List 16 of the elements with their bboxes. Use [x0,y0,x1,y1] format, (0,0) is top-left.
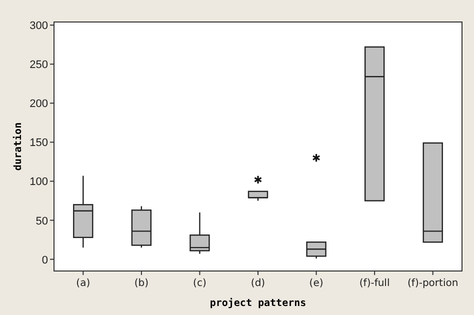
x-axis-title: project patterns [210,297,306,309]
x-tick-label: (d) [250,278,266,289]
y-tick-label: 150 [30,137,48,150]
x-tick-label: (f)-portion [408,278,458,289]
y-tick-label: 100 [30,176,48,188]
x-tick-label: (a) [76,278,90,289]
x-tick-label: (f)-full [359,278,390,289]
y-tick-label: 200 [30,98,48,110]
x-tick-label: (e) [309,278,324,289]
x-tick-label: (c) [193,278,206,289]
y-tick-label: 250 [30,59,48,72]
y-tick-label: 300 [30,20,48,32]
y-axis-title: duration [12,122,24,171]
x-tick-label: (b) [134,278,149,289]
y-tick-label: 50 [36,215,48,228]
y-tick-label: 0 [42,254,48,266]
